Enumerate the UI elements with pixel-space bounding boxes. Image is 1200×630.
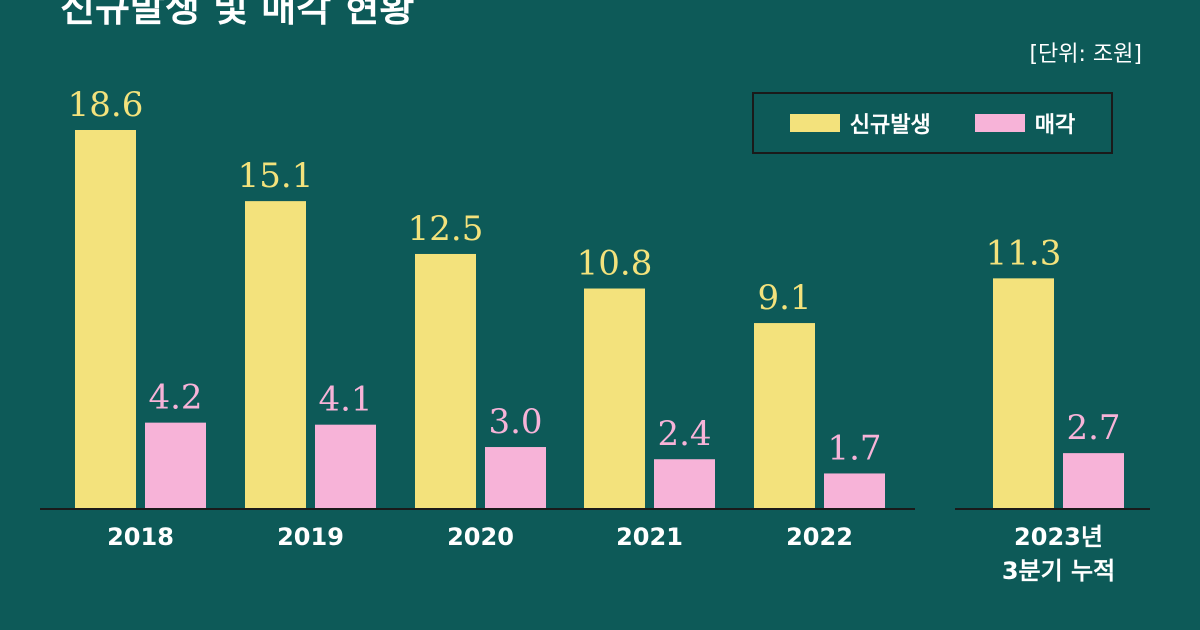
legend-label-sold: 매각	[1034, 113, 1076, 138]
legend-swatch-new	[789, 114, 840, 132]
bar-sold-2	[485, 447, 546, 508]
x-tick-label-5-1: 3분기 누적	[1002, 557, 1115, 585]
title-area: 신규발생 및 매각 현황	[60, 0, 414, 32]
data-label-sold-2: 3.0	[488, 402, 542, 442]
x-tick-label-4: 2022	[786, 523, 853, 551]
x-tick-label-2: 2020	[447, 523, 514, 551]
data-label-new-2: 12.5	[408, 209, 484, 249]
data-label-new-0: 18.6	[68, 85, 144, 125]
x-tick-label-1: 2019	[277, 523, 344, 551]
legend: 신규발생 매각	[752, 92, 1113, 154]
legend-swatch-sold	[974, 114, 1025, 132]
data-label-new-5: 11.3	[986, 233, 1062, 273]
unit-label: [단위: 조원]	[1029, 42, 1142, 67]
bar-new-0	[75, 130, 136, 508]
data-label-sold-0: 4.2	[148, 378, 202, 418]
x-tick-label-5-0: 2023년	[1014, 523, 1103, 551]
legend-item-sold: 매각	[974, 107, 1076, 139]
bar-new-3	[584, 288, 645, 508]
chart-title: 신규발생 및 매각 현황	[60, 0, 415, 30]
x-tick-label-0: 2018	[107, 523, 174, 551]
x-tick-label-3: 2021	[616, 523, 683, 551]
data-label-sold-5: 2.7	[1066, 408, 1120, 448]
bar-new-2	[415, 253, 476, 508]
legend-item-new: 신규발생	[789, 107, 931, 139]
data-label-new-3: 10.8	[577, 244, 653, 284]
bar-sold-4	[824, 473, 885, 508]
bar-new-4	[754, 323, 815, 508]
data-label-sold-4: 1.7	[827, 428, 881, 468]
bar-sold-1	[315, 424, 376, 508]
data-label-new-1: 15.1	[238, 156, 314, 196]
bar-new-5	[993, 278, 1054, 508]
data-label-new-4: 9.1	[757, 278, 811, 318]
bar-sold-5	[1063, 453, 1124, 508]
data-label-sold-1: 4.1	[318, 380, 372, 420]
data-label-sold-3: 2.4	[657, 414, 711, 454]
bar-new-1	[245, 201, 306, 508]
bar-sold-0	[145, 422, 206, 508]
legend-label-new: 신규발생	[849, 113, 931, 138]
bar-sold-3	[654, 459, 715, 508]
